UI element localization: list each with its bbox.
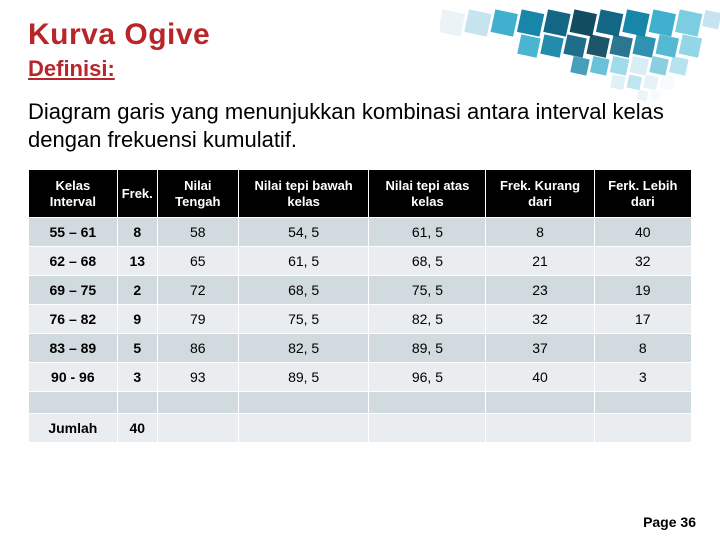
table-cell: 55 – 61 — [29, 218, 118, 247]
table-cell: 82, 5 — [238, 334, 369, 363]
table-cell — [157, 414, 238, 443]
table-cell: 93 — [157, 363, 238, 392]
table-cell — [369, 414, 486, 443]
table-cell — [238, 414, 369, 443]
table-cell: 72 — [157, 276, 238, 305]
table-cell: 82, 5 — [369, 305, 486, 334]
table-cell: 79 — [157, 305, 238, 334]
table-cell — [594, 392, 691, 414]
table-cell: 75, 5 — [369, 276, 486, 305]
table-cell: 75, 5 — [238, 305, 369, 334]
table-row: 90 - 9639389, 596, 5403 — [29, 363, 692, 392]
slide-title: Kurva Ogive — [28, 18, 692, 52]
table-row: 62 – 68136561, 568, 52132 — [29, 247, 692, 276]
table-cell: 5 — [117, 334, 157, 363]
table-cell: 90 - 96 — [29, 363, 118, 392]
table-row-footer: Jumlah40 — [29, 414, 692, 443]
table-header: Frek. — [117, 170, 157, 218]
table-cell: 68, 5 — [369, 247, 486, 276]
table-cell: 54, 5 — [238, 218, 369, 247]
table-header: Kelas Interval — [29, 170, 118, 218]
table-cell: 89, 5 — [238, 363, 369, 392]
table-row-empty — [29, 392, 692, 414]
table-cell: 61, 5 — [369, 218, 486, 247]
table-cell: 69 – 75 — [29, 276, 118, 305]
table-cell: 83 – 89 — [29, 334, 118, 363]
table-cell — [117, 392, 157, 414]
table-header: Nilai tepi atas kelas — [369, 170, 486, 218]
table-cell: 3 — [594, 363, 691, 392]
slide-subtitle: Definisi: — [28, 56, 692, 82]
table-header: Ferk. Lebih dari — [594, 170, 691, 218]
table-row: 83 – 8958682, 589, 5378 — [29, 334, 692, 363]
table-cell: 89, 5 — [369, 334, 486, 363]
table-cell: 13 — [117, 247, 157, 276]
definition-text: Diagram garis yang menunjukkan kombinasi… — [28, 98, 692, 153]
table-cell: Jumlah — [29, 414, 118, 443]
table-cell: 40 — [486, 363, 594, 392]
table-cell: 68, 5 — [238, 276, 369, 305]
table-cell: 3 — [117, 363, 157, 392]
table-header: Frek. Kurang dari — [486, 170, 594, 218]
table-cell: 23 — [486, 276, 594, 305]
table-row: 76 – 8297975, 582, 53217 — [29, 305, 692, 334]
table-cell: 58 — [157, 218, 238, 247]
table-cell — [486, 414, 594, 443]
table-cell — [29, 392, 118, 414]
table-cell — [238, 392, 369, 414]
frequency-table: Kelas IntervalFrek.Nilai TengahNilai tep… — [28, 169, 692, 443]
table-cell — [369, 392, 486, 414]
table-cell — [594, 414, 691, 443]
table-cell: 8 — [486, 218, 594, 247]
table-cell: 40 — [594, 218, 691, 247]
table-row: 55 – 6185854, 561, 5840 — [29, 218, 692, 247]
table-cell: 76 – 82 — [29, 305, 118, 334]
table-cell: 32 — [594, 247, 691, 276]
table-cell: 96, 5 — [369, 363, 486, 392]
table-cell: 9 — [117, 305, 157, 334]
table-cell: 17 — [594, 305, 691, 334]
table-cell: 65 — [157, 247, 238, 276]
table-cell: 19 — [594, 276, 691, 305]
table-cell: 61, 5 — [238, 247, 369, 276]
table-cell: 37 — [486, 334, 594, 363]
table-cell: 32 — [486, 305, 594, 334]
table-row: 69 – 7527268, 575, 52319 — [29, 276, 692, 305]
table-header: Nilai Tengah — [157, 170, 238, 218]
page-number: Page 36 — [643, 514, 696, 530]
table-cell — [157, 392, 238, 414]
table-cell — [486, 392, 594, 414]
table-cell: 8 — [594, 334, 691, 363]
table-cell: 8 — [117, 218, 157, 247]
table-cell: 21 — [486, 247, 594, 276]
table-cell: 40 — [117, 414, 157, 443]
table-cell: 2 — [117, 276, 157, 305]
table-cell: 86 — [157, 334, 238, 363]
table-header: Nilai tepi bawah kelas — [238, 170, 369, 218]
table-cell: 62 – 68 — [29, 247, 118, 276]
